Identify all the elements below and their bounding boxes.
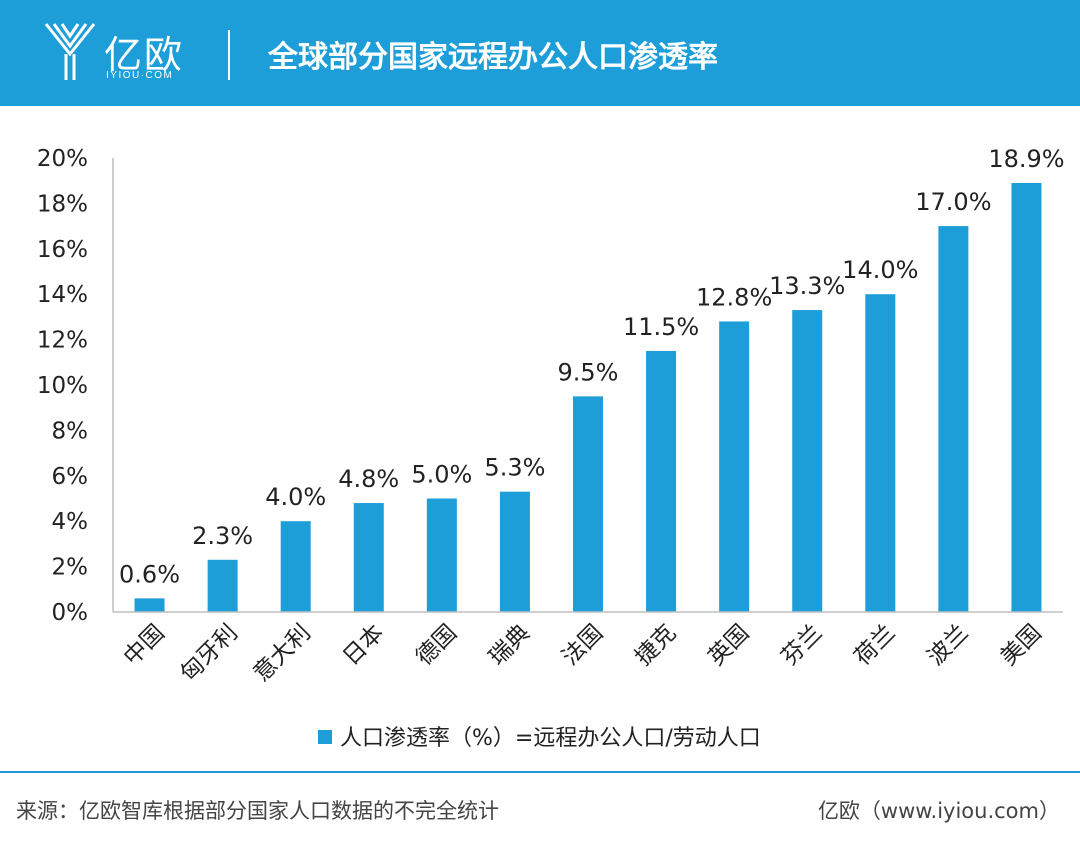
y-tick-label: 4% (52, 509, 89, 535)
logo-subtext: IYIOU·COM (106, 70, 174, 81)
bar (426, 498, 457, 612)
legend-label: 人口渗透率（%）=远程办公人口/劳动人口 (340, 726, 761, 751)
bar (865, 294, 896, 612)
y-tick-label: 8% (52, 418, 89, 444)
data-label: 18.9% (988, 145, 1064, 173)
bars (134, 182, 1042, 612)
data-label: 11.5% (623, 313, 699, 341)
legend: 人口渗透率（%）=远程办公人口/劳动人口 (318, 726, 761, 751)
data-label: 4.8% (338, 465, 399, 493)
data-label: 0.6% (119, 560, 180, 588)
bar (353, 503, 384, 612)
header-bar: 亿欧 IYIOU·COM 全球部分国家远程办公人口渗透率 (0, 0, 1080, 106)
bar (573, 396, 603, 612)
y-tick-label: 14% (37, 282, 88, 308)
bar (646, 350, 677, 612)
x-tick-label: 捷克 (630, 620, 681, 671)
x-tick-label: 日本 (338, 620, 389, 671)
data-label: 5.0% (411, 461, 472, 489)
y-axis: 0% 2% 4% 6% 8% 10% 12% 14% 16% 18% 20% (37, 146, 114, 626)
bar (207, 559, 238, 612)
bar-chart: 0% 2% 4% 6% 8% 10% 12% 14% 16% 18% 20% 0.6% 2.3% 4.0… (37, 145, 1065, 751)
y-tick-label: 2% (52, 555, 89, 581)
x-tick-label: 匈牙利 (176, 620, 243, 687)
bar (1011, 182, 1042, 612)
source-note: 来源：亿欧智库根据部分国家人口数据的不完全统计 (16, 799, 499, 823)
x-tick-label: 瑞典 (484, 620, 535, 671)
data-labels: 0.6% 2.3% 4.0% 4.8% 5.0% 5.3% 9.5%11.5%12.8%13… (119, 145, 1065, 588)
data-label: 14.0% (842, 256, 918, 284)
data-label: 2.3% (192, 522, 253, 550)
x-axis: 中国 匈牙利 意大利 日本 德国 瑞典 法国 捷克 英国 芬兰 荷兰 波兰 美国 (113, 611, 1063, 687)
bar (280, 521, 311, 612)
x-tick-label: 英国 (703, 620, 754, 671)
bar (792, 310, 823, 612)
data-label: 13.3% (769, 272, 845, 300)
y-tick-label: 18% (37, 191, 88, 217)
header-divider (228, 30, 230, 80)
bar (134, 598, 165, 612)
x-tick-label: 法国 (557, 620, 608, 671)
data-label: 4.0% (265, 483, 326, 511)
bar (499, 491, 530, 612)
data-label: 5.3% (484, 454, 545, 482)
bar (938, 226, 969, 612)
x-tick-label: 波兰 (923, 620, 974, 671)
y-tick-label: 20% (37, 146, 88, 172)
y-tick-label: 10% (37, 373, 88, 399)
x-tick-label: 中国 (119, 620, 170, 671)
y-tick-label: 16% (37, 237, 88, 263)
x-tick-label: 荷兰 (850, 620, 901, 671)
data-label: 12.8% (696, 283, 772, 311)
footer-divider (0, 771, 1080, 773)
y-tick-label: 6% (52, 464, 89, 490)
x-tick-label: 芬兰 (777, 620, 828, 671)
page-title: 全球部分国家远程办公人口渗透率 (268, 40, 718, 75)
data-label: 9.5% (558, 358, 619, 386)
data-label: 17.0% (915, 188, 991, 216)
logo-text: 亿欧 (104, 33, 185, 77)
logo-mark-icon (44, 23, 96, 80)
y-tick-label: 12% (37, 328, 88, 354)
x-tick-label: 美国 (996, 620, 1047, 671)
credit-note: 亿欧（www.iyiou.com） (817, 799, 1060, 823)
bar (719, 321, 750, 612)
x-tick-label: 意大利 (249, 620, 316, 687)
logo: 亿欧 IYIOU·COM (44, 18, 224, 88)
x-tick-label: 德国 (411, 620, 462, 671)
y-tick-label: 0% (52, 600, 89, 626)
legend-swatch (318, 730, 332, 744)
